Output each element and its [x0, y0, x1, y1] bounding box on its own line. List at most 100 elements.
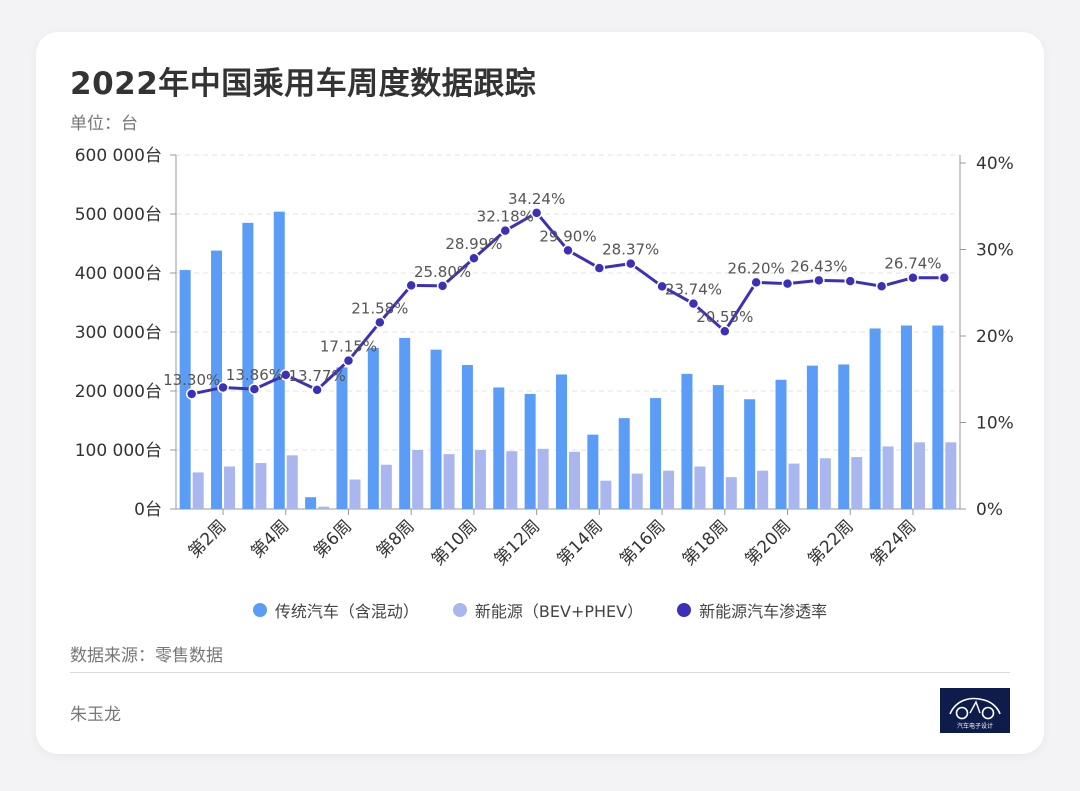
rate-point: [844, 275, 856, 287]
rate-point-label: 26.43%: [790, 257, 847, 275]
grid-lines: [176, 154, 960, 451]
bar-ice: [681, 373, 693, 509]
rate-point: [750, 276, 762, 289]
bar-nev: [286, 455, 298, 509]
rate-point: [719, 325, 731, 337]
bar-ice: [305, 497, 317, 509]
left-tick-label: 200 000台: [75, 382, 162, 402]
bar-ice: [242, 222, 254, 509]
rate-point: [374, 316, 386, 329]
legend-item-nev[interactable]: 新能源（BEV+PHEV）: [452, 598, 644, 622]
logo-text: 汽车电子设计: [956, 723, 993, 730]
bars: [179, 211, 957, 509]
bar-nev: [412, 450, 424, 509]
bar-ice: [869, 328, 881, 509]
rate-point: [813, 274, 825, 287]
rate-point: [781, 277, 794, 290]
rate-point-label: 34.24%: [508, 190, 565, 208]
right-tick-label: 10%: [976, 414, 1014, 434]
bar-ice: [367, 347, 379, 509]
rate-point-label: 29.90%: [539, 227, 596, 245]
legend-item-rate[interactable]: 新能源汽车渗透率: [677, 598, 827, 622]
rate-point: [248, 383, 261, 395]
rate-point-label: 17.15%: [320, 338, 377, 356]
author: 朱玉龙: [70, 705, 121, 725]
bar-nev: [694, 466, 706, 509]
rate-point: [687, 297, 700, 310]
bar-ice: [838, 364, 850, 509]
rate-point: [280, 369, 292, 381]
left-tick-label: 0台: [134, 500, 162, 520]
rate-point: [875, 280, 888, 293]
chart-title: 2022年中国乘用车周度数据跟踪: [70, 66, 537, 102]
bar-nev: [224, 466, 236, 509]
left-tick-label: 300 000台: [75, 323, 162, 343]
right-tick-label: 20%: [976, 327, 1014, 347]
bar-nev: [819, 458, 831, 509]
car-logo-icon: [949, 697, 1001, 720]
legend-label-ice: 传统汽车（含混动）: [274, 602, 419, 621]
bar-nev: [506, 451, 518, 509]
rate-point: [185, 388, 198, 400]
bar-nev: [882, 446, 894, 509]
rate-point: [562, 244, 574, 257]
bar-ice: [336, 367, 348, 509]
bar-ice: [744, 399, 756, 509]
right-tick-label: 30%: [976, 241, 1014, 261]
rate-point: [624, 257, 637, 270]
bar-nev: [851, 457, 863, 509]
brand-logo: 汽车电子设计: [940, 688, 1010, 733]
rate-line: [185, 207, 951, 400]
left-tick-label: 500 000台: [75, 205, 162, 225]
rate-point: [217, 381, 229, 394]
rate-point-label: 25.80%: [414, 263, 471, 281]
chart-card: 2022年中国乘用车周度数据跟踪 单位：台 0台 100 000台 200 000台…: [36, 32, 1044, 754]
bar-ice: [273, 211, 285, 509]
bar-nev: [757, 470, 769, 509]
rate-point-label: 32.18%: [477, 208, 534, 226]
x-tick-label: 第12周: [491, 516, 544, 569]
legend-swatch-rate: [677, 603, 692, 617]
bar-nev: [788, 463, 800, 509]
bar-ice: [211, 250, 223, 509]
rate-point-label: 21.58%: [351, 299, 408, 317]
rate-point: [311, 384, 323, 396]
rate-point-label: 26.74%: [884, 255, 941, 273]
right-tick-label: 40%: [976, 154, 1014, 174]
x-tick-label: 第22周: [804, 516, 857, 569]
bar-ice: [556, 374, 567, 509]
bar-nev: [913, 442, 925, 509]
rate-point-label: 13.77%: [289, 367, 346, 385]
x-tick-label: 第4周: [247, 516, 293, 562]
legend-swatch-ice: [252, 603, 267, 617]
legend-item-ice[interactable]: 传统汽车（含混动）: [252, 598, 419, 622]
left-tick-label: 600 000台: [75, 146, 162, 166]
bar-nev: [569, 451, 580, 509]
bar-nev: [537, 448, 549, 509]
bar-nev: [192, 472, 204, 509]
rate-point-label: 28.99%: [445, 235, 502, 253]
bar-ice: [618, 418, 630, 509]
x-tick-label: 第6周: [310, 516, 356, 562]
bar-nev: [474, 450, 486, 509]
point-labels: 13.30% 13.86% 13.77% 17.15% 21.58% 25.80% 28.9…: [163, 190, 941, 389]
rate-point: [593, 262, 606, 274]
rate-point-label: 13.86%: [226, 366, 283, 384]
left-tick-label: 400 000台: [75, 264, 162, 284]
bar-nev: [600, 480, 612, 509]
rate-point: [468, 252, 480, 264]
left-tick-label: 100 000台: [75, 441, 162, 461]
rate-point: [907, 271, 919, 284]
rate-point: [499, 224, 512, 237]
bar-nev: [443, 454, 455, 509]
bar-ice: [806, 365, 818, 509]
legend-label-nev: 新能源（BEV+PHEV）: [474, 602, 644, 621]
rate-point: [342, 354, 355, 367]
bar-ice: [524, 393, 536, 509]
x-tick-label: 第2周: [185, 516, 231, 562]
bar-nev: [380, 464, 392, 509]
rate-point: [938, 271, 951, 284]
bar-nev: [663, 470, 675, 509]
bar-ice: [493, 387, 505, 509]
bar-ice: [650, 398, 662, 509]
